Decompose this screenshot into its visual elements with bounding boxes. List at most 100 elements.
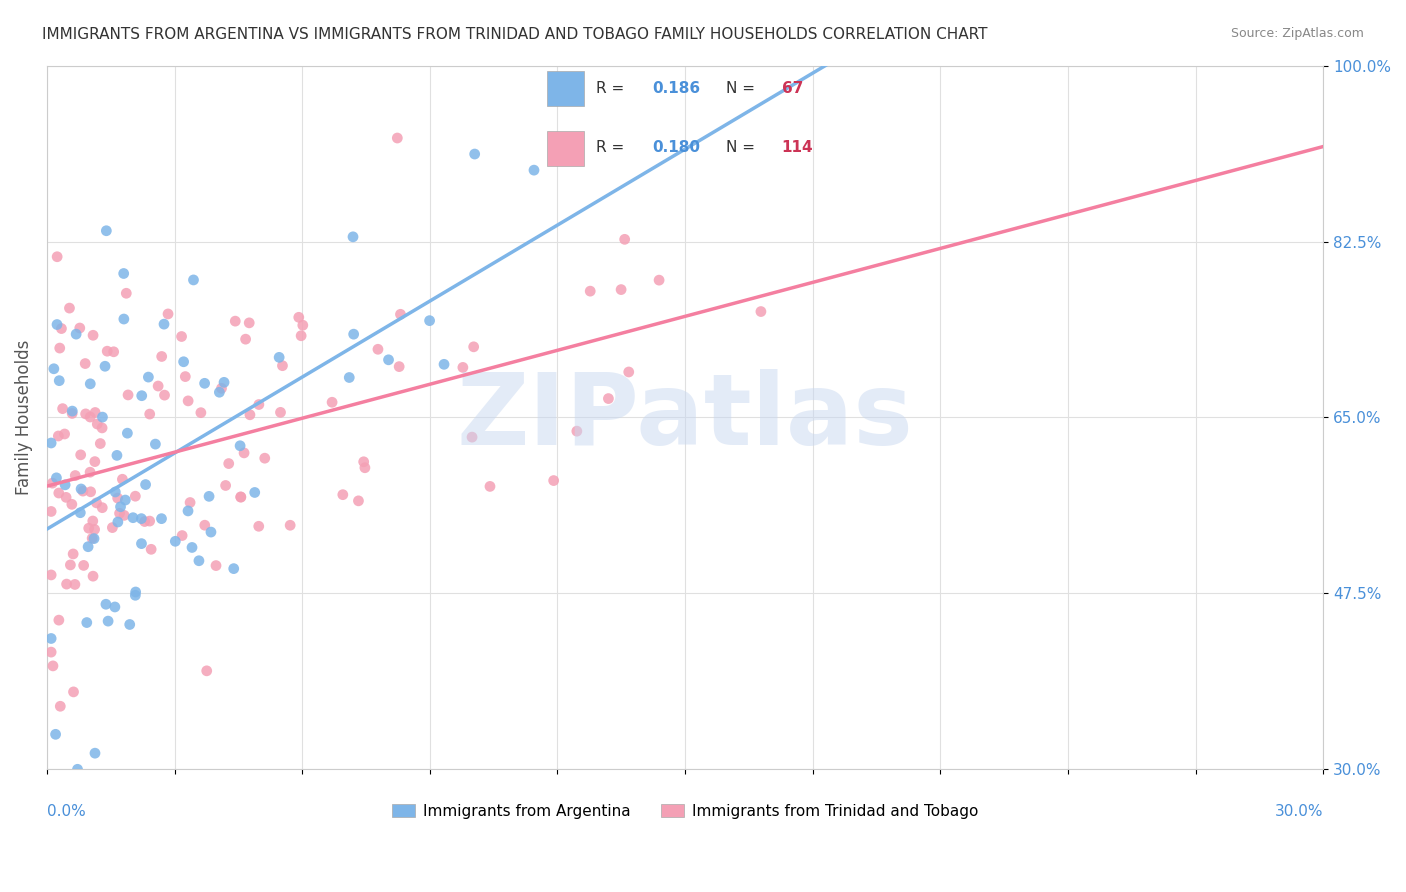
- Point: [150, 511, 173, 525]
- Point: [523, 163, 546, 178]
- Point: [62, 547, 84, 561]
- Point: [46, 318, 69, 332]
- Point: [108, 506, 131, 520]
- Point: [69, 448, 91, 462]
- Point: [419, 313, 441, 327]
- Point: [464, 147, 486, 161]
- Point: [53, 427, 76, 442]
- Point: [48, 374, 70, 388]
- Point: [91, 500, 114, 515]
- Point: [579, 284, 602, 298]
- Point: [321, 395, 343, 409]
- Point: [271, 359, 294, 373]
- Point: [46, 250, 69, 264]
- Point: [387, 131, 409, 145]
- Point: [183, 273, 205, 287]
- Point: [131, 536, 153, 550]
- Point: [117, 388, 139, 402]
- Text: 114: 114: [782, 140, 813, 154]
- Point: [94, 359, 117, 374]
- Point: [478, 479, 501, 493]
- Point: [177, 504, 200, 518]
- Point: [79, 484, 101, 499]
- Point: [150, 350, 173, 364]
- Text: 0.180: 0.180: [652, 140, 700, 154]
- Point: [72, 484, 94, 499]
- Point: [145, 437, 167, 451]
- Point: [617, 365, 640, 379]
- Point: [82, 569, 104, 583]
- Point: [610, 283, 633, 297]
- Point: [451, 360, 474, 375]
- Point: [96, 224, 118, 238]
- Point: [165, 534, 187, 549]
- Point: [79, 376, 101, 391]
- Point: [77, 521, 100, 535]
- Point: [83, 523, 105, 537]
- Point: [77, 540, 100, 554]
- Point: [91, 421, 114, 435]
- Point: [112, 312, 135, 326]
- Point: [239, 408, 262, 422]
- Point: [107, 515, 129, 529]
- Point: [39, 568, 62, 582]
- Point: [433, 357, 456, 371]
- Point: [247, 398, 270, 412]
- Point: [543, 474, 565, 488]
- Point: [60, 407, 83, 421]
- Text: IMMIGRANTS FROM ARGENTINA VS IMMIGRANTS FROM TRINIDAD AND TOBAGO FAMILY HOUSEHOL: IMMIGRANTS FROM ARGENTINA VS IMMIGRANTS …: [42, 27, 987, 42]
- Point: [41, 476, 63, 491]
- Point: [146, 379, 169, 393]
- Text: Source: ZipAtlas.com: Source: ZipAtlas.com: [1230, 27, 1364, 40]
- Point: [172, 528, 194, 542]
- Point: [343, 327, 366, 342]
- Point: [53, 478, 76, 492]
- Point: [134, 515, 156, 529]
- Point: [190, 406, 212, 420]
- Point: [214, 478, 236, 492]
- Point: [124, 489, 146, 503]
- Point: [51, 321, 73, 335]
- Point: [157, 307, 180, 321]
- Point: [200, 524, 222, 539]
- Point: [122, 510, 145, 524]
- Text: 30.0%: 30.0%: [1275, 805, 1323, 820]
- Point: [94, 597, 117, 611]
- Point: [354, 460, 377, 475]
- Point: [131, 511, 153, 525]
- Point: [112, 508, 135, 523]
- Point: [103, 344, 125, 359]
- Point: [66, 762, 89, 776]
- Point: [141, 542, 163, 557]
- Point: [270, 405, 292, 419]
- Point: [749, 304, 772, 318]
- Point: [69, 506, 91, 520]
- Point: [194, 518, 217, 533]
- Point: [461, 430, 484, 444]
- Point: [135, 477, 157, 491]
- Point: [110, 500, 132, 514]
- Point: [69, 321, 91, 335]
- Point: [205, 558, 228, 573]
- Point: [353, 455, 375, 469]
- Point: [79, 410, 101, 425]
- Point: [124, 585, 146, 599]
- Text: 0.186: 0.186: [652, 81, 700, 96]
- Point: [75, 357, 97, 371]
- Text: 67: 67: [782, 81, 803, 96]
- Point: [52, 401, 75, 416]
- Point: [138, 370, 160, 384]
- Point: [82, 531, 104, 545]
- Point: [118, 617, 141, 632]
- Point: [291, 318, 314, 333]
- Point: [235, 332, 257, 346]
- Point: [89, 436, 111, 450]
- Point: [115, 286, 138, 301]
- Point: [62, 685, 84, 699]
- Point: [46, 429, 69, 443]
- Point: [613, 232, 636, 246]
- Point: [388, 359, 411, 374]
- Point: [648, 273, 671, 287]
- Point: [212, 376, 235, 390]
- Point: [58, 301, 80, 315]
